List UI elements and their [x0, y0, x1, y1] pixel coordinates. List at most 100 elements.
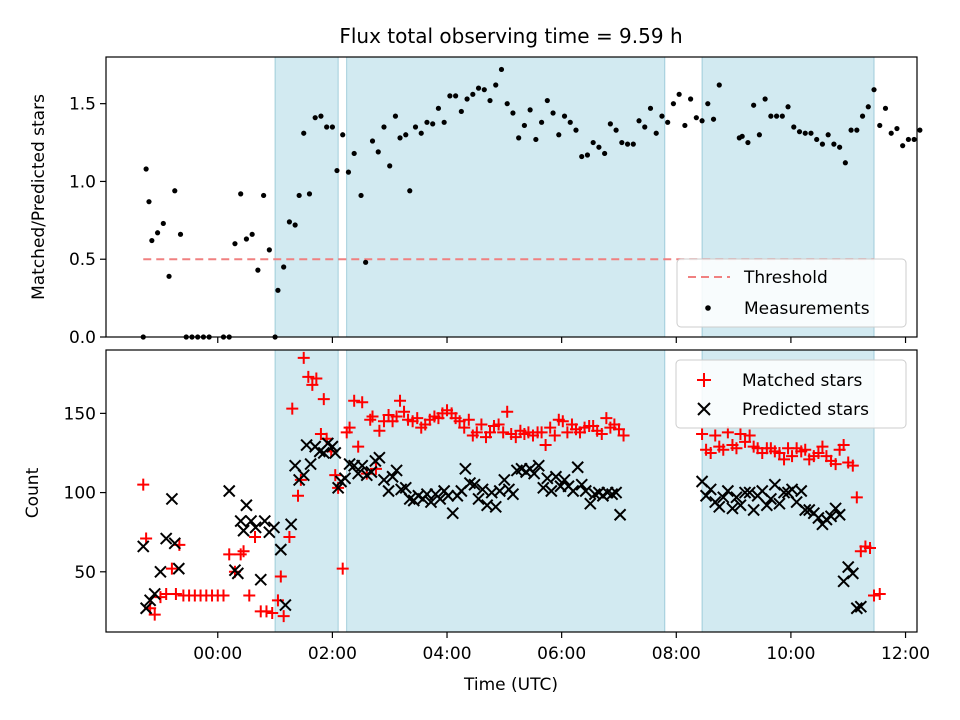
predicted-star-point	[139, 602, 153, 615]
predicted-star-point	[506, 487, 520, 501]
predicted-star-point	[489, 500, 502, 514]
measurement-point	[292, 222, 298, 228]
matched-star-point	[234, 548, 247, 561]
measurement-point	[642, 124, 648, 130]
matched-star-point	[704, 446, 717, 459]
measurement-point	[397, 135, 403, 141]
measurement-point	[481, 87, 487, 93]
matched-star-point	[237, 545, 250, 558]
top-x-ticks	[217, 337, 907, 343]
measurement-point	[590, 139, 596, 146]
x-tick-label: 12:00	[881, 644, 930, 664]
matched-star-point	[739, 435, 752, 448]
matched-star-point	[717, 443, 730, 456]
predicted-legend-swatch	[697, 402, 711, 416]
predicted-star-point	[446, 506, 459, 520]
matched-star-point	[283, 530, 296, 543]
predicted-star-point	[137, 540, 150, 553]
measurement-point	[166, 273, 172, 279]
predicted-star-point	[829, 502, 842, 515]
predicted-star-point	[237, 524, 250, 537]
predicted-star-point	[498, 473, 511, 487]
predicted-star-point	[472, 492, 485, 506]
measurement-point	[854, 127, 860, 133]
predicted-star-point	[386, 470, 399, 483]
matched-star-point	[786, 450, 799, 463]
matched-star-point	[617, 429, 630, 442]
measurement-point	[682, 122, 688, 129]
measurement-point	[255, 267, 261, 273]
matched-star-point	[390, 410, 403, 423]
measurement-point	[177, 231, 184, 237]
matched-star-point	[394, 394, 407, 407]
top-y-ticks: 0.0 0.5 1.0 1.5	[69, 95, 106, 348]
bottom-y-ticks: 50 100 150	[64, 404, 106, 583]
predicted-star-point	[165, 492, 179, 506]
measurement-point	[624, 141, 631, 147]
predicted-star-point	[558, 473, 571, 487]
matched-star-point	[595, 427, 608, 440]
predicted-star-point	[377, 473, 391, 487]
predicted-star-point	[234, 514, 247, 528]
measurement-point	[249, 231, 255, 237]
predicted-star-point	[274, 543, 288, 556]
measurement-point	[894, 125, 900, 132]
measurement-point	[286, 219, 293, 225]
measurement-point	[550, 110, 556, 116]
matched-star-point	[343, 421, 356, 434]
matched-star-point	[348, 394, 361, 407]
measurement-point	[825, 132, 831, 138]
measurement-point	[381, 124, 387, 130]
matched-star-point	[734, 427, 747, 440]
predicted-star-point	[284, 518, 298, 531]
bottom-x-ticks: 00:00 02:00 04:00 06:00 08:00 10:00 12:00	[193, 632, 930, 664]
observing-window-band	[346, 56, 666, 338]
predicted-star-point	[382, 484, 395, 498]
predicted-star-point	[168, 537, 181, 550]
predicted-star-point	[743, 486, 756, 499]
x-tick-label: 02:00	[308, 644, 357, 664]
measurement-point	[579, 153, 585, 160]
matched-star-point	[398, 405, 411, 418]
measurement-point	[602, 150, 608, 157]
measurement-point	[751, 102, 757, 108]
predicted-star-point	[317, 446, 331, 460]
matched-star-point	[501, 405, 514, 418]
measurement-point	[475, 85, 482, 91]
measurement-point	[716, 82, 722, 88]
measurement-point	[659, 113, 665, 119]
measurement-point	[636, 118, 642, 124]
matched-star-point	[137, 478, 150, 491]
measurement-point	[154, 230, 161, 236]
measurement-point	[705, 101, 711, 107]
measurement-point	[802, 130, 808, 136]
measurement-point	[453, 93, 459, 99]
top-panel: 0.0 0.5 1.0 1.5 Matched/Predicted stars Thr…	[29, 56, 923, 348]
measurement-point	[773, 113, 780, 119]
matched-star-point	[730, 442, 743, 455]
matched-star-point	[266, 606, 279, 619]
measurement-point	[232, 241, 238, 247]
measurement-point	[665, 119, 671, 125]
bottom-y-tick-label: 50	[74, 563, 96, 583]
matched-star-point	[864, 542, 877, 555]
predicted-star-point	[721, 484, 735, 498]
measurement-point	[596, 144, 602, 150]
measurement-point	[243, 236, 250, 242]
measurement-point	[312, 115, 318, 121]
predicted-star-point	[399, 481, 412, 495]
matched-star-point	[778, 453, 791, 466]
predicted-star-point	[571, 461, 584, 474]
matched-star-point	[868, 589, 881, 602]
matched-legend-label: Matched stars	[742, 371, 862, 391]
predicted-star-point	[254, 573, 267, 586]
predicted-star-point	[734, 499, 747, 512]
predicted-star-point	[143, 594, 157, 607]
measurement-point	[345, 169, 352, 175]
predicted-star-point	[441, 489, 455, 502]
measurement-point	[768, 113, 774, 119]
measurement-point	[831, 141, 837, 147]
matched-star-point	[148, 608, 161, 621]
measurement-point	[556, 132, 562, 138]
matched-star-point	[329, 469, 342, 482]
